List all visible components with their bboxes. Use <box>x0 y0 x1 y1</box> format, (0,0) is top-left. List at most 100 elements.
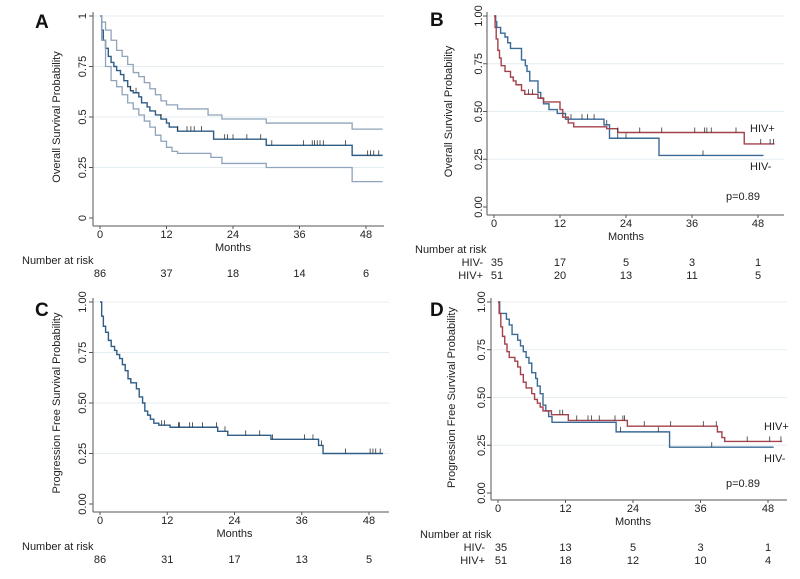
x-tick-label: 24 <box>228 515 240 527</box>
y-tick-label: 0.25 <box>77 157 89 178</box>
x-tick-label: 12 <box>559 503 571 515</box>
panel-letter: C <box>35 300 49 321</box>
km-curve-hiv- <box>494 15 764 157</box>
x-axis-title: Months <box>615 516 652 528</box>
risk-count: 6 <box>363 268 369 280</box>
panel-c: C 0.00 0.25 0.50 0.75 1.00 0 12 24 36 48 Progressio… <box>22 291 389 566</box>
risk-count: 3 <box>689 257 695 269</box>
x-tick-label: 36 <box>686 218 698 230</box>
y-tick-label: 0.00 <box>476 482 488 503</box>
y-tick-label: 0.00 <box>77 493 89 514</box>
x-tick-label: 0 <box>97 229 103 241</box>
risk-count: 13 <box>296 554 308 566</box>
risk-count: 3 <box>697 542 703 554</box>
risk-count: 51 <box>495 555 507 567</box>
y-axis-title: Overall Survival Probability <box>443 45 455 177</box>
x-tick-label: 48 <box>762 503 774 515</box>
hiv-pos-label: HIV+ <box>764 421 789 433</box>
risk-count: 17 <box>228 554 240 566</box>
x-tick-label: 24 <box>620 218 632 230</box>
risk-count: 86 <box>94 268 106 280</box>
y-axis-title: Overall Survival Probability <box>51 51 63 183</box>
panel-a: A 0 0.25 0.5 0.75 1 0 12 24 36 48 Overall Survival … <box>22 12 384 280</box>
x-tick-label: 24 <box>227 229 239 241</box>
number-at-risk-title: Number at risk <box>22 541 94 553</box>
x-tick-label: 48 <box>360 229 372 241</box>
number-at-risk-title: Number at risk <box>420 529 492 541</box>
y-tick-label: 0.25 <box>473 149 485 170</box>
y-tick-label: 0 <box>77 215 89 221</box>
km-curve-overall <box>100 15 383 157</box>
y-tick-label: 0.75 <box>476 339 488 360</box>
panel-letter: B <box>430 10 444 31</box>
panel-letter: D <box>430 300 444 321</box>
x-tick-label: 36 <box>296 515 308 527</box>
risk-count: 12 <box>627 555 639 567</box>
x-tick-label: 24 <box>627 503 639 515</box>
y-tick-label: 1 <box>77 13 89 19</box>
p-value: p=0.89 <box>726 478 760 490</box>
x-axis-title: Months <box>608 231 645 243</box>
risk-row-label: HIV+ <box>458 270 483 282</box>
number-at-risk-title: Number at risk <box>415 244 487 256</box>
risk-row-label: HIV+ <box>460 555 485 567</box>
y-axis-title: Progression Free Survival Probability <box>446 307 458 488</box>
y-tick-label: 0.5 <box>77 109 89 124</box>
risk-count: 5 <box>630 542 636 554</box>
hiv-neg-label: HIV- <box>750 161 772 173</box>
x-tick-label: 36 <box>293 229 305 241</box>
y-tick-label: 0.25 <box>476 435 488 456</box>
x-tick-label: 12 <box>160 229 172 241</box>
panel-b: B 0.00 0.25 0.50 0.75 1.00 0 12 24 36 48 Overall Su… <box>415 5 784 282</box>
p-value: p=0.89 <box>726 191 760 203</box>
risk-count: 86 <box>94 554 106 566</box>
risk-count: 35 <box>491 257 503 269</box>
risk-count: 5 <box>755 270 761 282</box>
x-tick-label: 36 <box>694 503 706 515</box>
risk-count: 5 <box>623 257 629 269</box>
y-tick-label: 0.25 <box>77 443 89 464</box>
number-at-risk-title: Number at risk <box>22 255 94 267</box>
x-tick-label: 12 <box>161 515 173 527</box>
panel-d: D 0.00 0.25 0.50 0.75 1.00 0 12 24 36 48 Progressio… <box>420 291 789 567</box>
risk-count: 20 <box>554 270 566 282</box>
risk-count: 5 <box>366 554 372 566</box>
y-tick-label: 0.00 <box>473 196 485 217</box>
risk-count: 18 <box>559 555 571 567</box>
risk-count: 51 <box>491 270 503 282</box>
km-curve-hiv- <box>498 301 774 448</box>
risk-count: 4 <box>765 555 771 567</box>
hiv-neg-label: HIV- <box>764 453 786 465</box>
risk-count: 11 <box>686 270 697 282</box>
risk-count: 31 <box>161 554 173 566</box>
panel-letter: A <box>35 12 49 33</box>
x-tick-label: 48 <box>752 218 764 230</box>
x-tick-label: 0 <box>97 515 103 527</box>
risk-count: 13 <box>620 270 632 282</box>
risk-row-label: HIV- <box>464 542 486 554</box>
risk-count: 1 <box>765 542 771 554</box>
risk-count: 1 <box>755 257 761 269</box>
y-axis-title: Progression Free Survival Probability <box>51 312 63 493</box>
x-tick-label: 48 <box>363 515 375 527</box>
risk-count: 35 <box>495 542 507 554</box>
risk-count: 37 <box>160 268 172 280</box>
x-tick-label: 0 <box>495 503 501 515</box>
x-tick-label: 12 <box>554 218 566 230</box>
y-tick-label: 0.75 <box>77 342 89 363</box>
y-tick-label: 1.00 <box>476 291 488 312</box>
y-tick-label: 0.75 <box>473 53 485 74</box>
risk-count: 17 <box>554 257 566 269</box>
km-curve-hiv- <box>494 15 775 145</box>
km-curve-upper-95-ci <box>100 15 383 130</box>
km-curve-lower-95-ci <box>100 15 383 183</box>
hiv-pos-label: HIV+ <box>750 123 775 135</box>
y-tick-label: 0.50 <box>473 101 485 122</box>
risk-count: 18 <box>227 268 239 280</box>
y-tick-label: 1.00 <box>473 5 485 26</box>
risk-count: 14 <box>293 268 305 280</box>
risk-count: 10 <box>694 555 706 567</box>
y-tick-label: 0.50 <box>77 392 89 413</box>
km-curve-hiv- <box>498 301 783 443</box>
